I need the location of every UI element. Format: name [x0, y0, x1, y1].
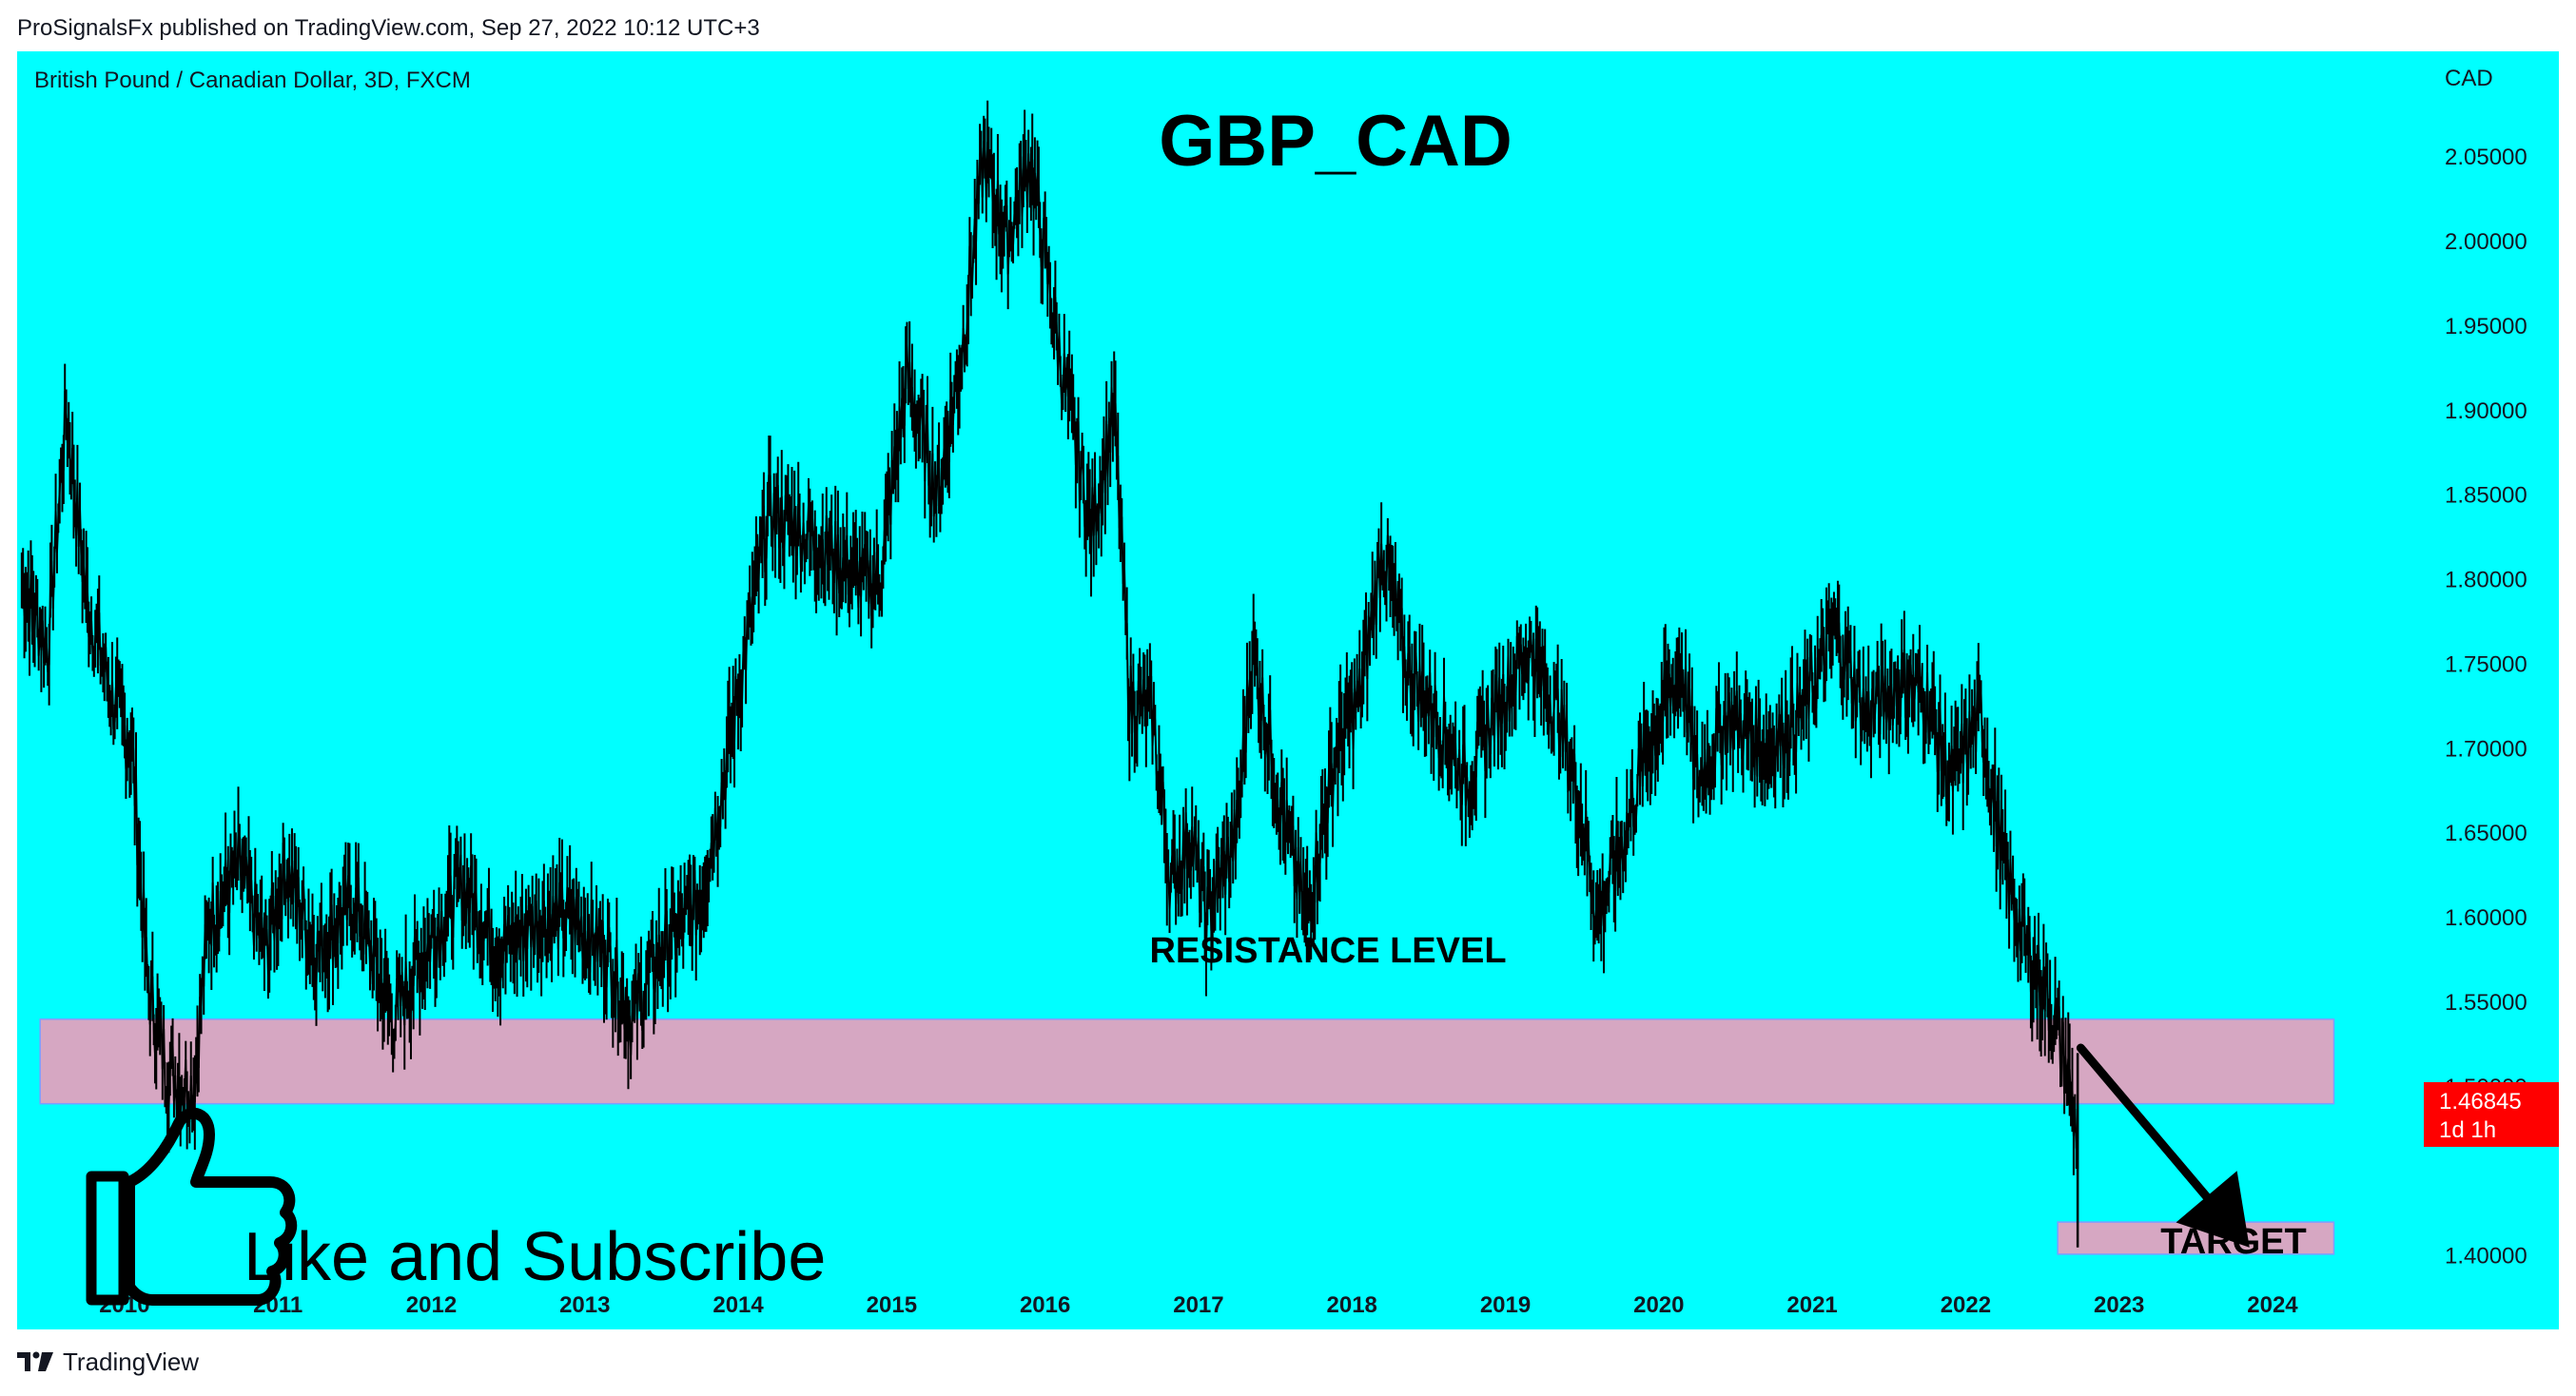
x-tick-label: 2021 — [1786, 1292, 1837, 1318]
axis-currency-label: CAD — [2445, 66, 2493, 91]
x-axis: 2010 2011 2012 2013 2014 2015 2016 2017 2018 2019… — [99, 1292, 2298, 1318]
candle-countdown: 1d 1h — [2439, 1117, 2496, 1143]
x-tick-label: 2024 — [2247, 1292, 2298, 1318]
y-tick-label: 2.00000 — [2445, 229, 2527, 255]
thumbs-up-icon — [86, 1107, 298, 1306]
y-tick-label: 1.85000 — [2445, 483, 2527, 509]
y-tick-label: 1.75000 — [2445, 651, 2527, 677]
chart-canvas[interactable]: 2010 2011 2012 2013 2014 2015 2016 2017 2018 2019… — [17, 51, 2559, 1329]
x-tick-label: 2014 — [712, 1292, 764, 1318]
y-tick-label: 2.05000 — [2445, 145, 2527, 170]
tradingview-logo-icon — [17, 1351, 53, 1371]
y-tick-label: 1.65000 — [2445, 821, 2527, 846]
y-tick-label: 1.40000 — [2445, 1244, 2527, 1270]
chart-symbol-title: British Pound / Canadian Dollar, 3D, FXC… — [34, 68, 471, 93]
target-arrow — [2076, 1043, 2250, 1248]
x-tick-label: 2013 — [559, 1292, 610, 1318]
arrow-head — [2176, 1171, 2250, 1248]
y-tick-label: 1.80000 — [2445, 568, 2527, 593]
y-axis: 2.05000 2.00000 1.95000 1.90000 1.85000 1.800… — [2445, 145, 2527, 1270]
resistance-level-label: RESISTANCE LEVEL — [1149, 931, 1506, 971]
last-price-badge: 1.46845 1d 1h — [2424, 1082, 2559, 1147]
x-tick-label: 2022 — [1941, 1292, 1991, 1318]
x-tick-label: 2012 — [406, 1292, 457, 1318]
x-tick-label: 2020 — [1633, 1292, 1684, 1318]
x-tick-label: 2019 — [1480, 1292, 1531, 1318]
tradingview-footer[interactable]: TradingView — [17, 1335, 493, 1388]
arrow-shaft — [2076, 1043, 2212, 1201]
resistance-zone — [39, 1018, 2335, 1105]
like-subscribe-text: Like and Subscribe — [244, 1219, 826, 1295]
x-tick-label: 2023 — [2094, 1292, 2144, 1318]
x-tick-label: 2018 — [1327, 1292, 1377, 1318]
publisher-caption: ProSignalsFx published on TradingView.co… — [17, 15, 760, 41]
x-tick-label: 2016 — [1020, 1292, 1070, 1318]
y-tick-label: 1.70000 — [2445, 736, 2527, 762]
price-series — [20, 100, 2079, 1248]
x-tick-label: 2017 — [1173, 1292, 1223, 1318]
y-tick-label: 1.55000 — [2445, 990, 2527, 1016]
y-tick-label: 1.90000 — [2445, 398, 2527, 424]
tradingview-brand: TradingView — [63, 1347, 200, 1376]
x-tick-label: 2015 — [867, 1292, 917, 1318]
last-price-value: 1.46845 — [2439, 1089, 2522, 1115]
y-tick-label: 1.95000 — [2445, 314, 2527, 339]
y-tick-label: 1.60000 — [2445, 905, 2527, 931]
chart-headline: GBP_CAD — [1159, 101, 1512, 182]
price-line — [21, 141, 2079, 1149]
target-label: TARGET — [2160, 1222, 2306, 1262]
chart-svg: 2010 2011 2012 2013 2014 2015 2016 2017 2018 2019… — [20, 66, 2559, 1318]
